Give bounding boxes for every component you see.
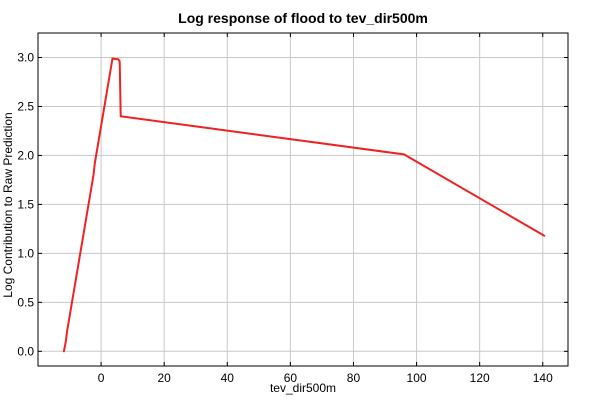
x-tick-label: 0	[98, 371, 105, 385]
chart-title: Log response of flood to tev_dir500m	[178, 10, 428, 26]
x-tick-label: 120	[470, 371, 490, 385]
y-tick-label: 1.5	[17, 197, 34, 211]
x-tick-label: 20	[158, 371, 172, 385]
y-axis-title: Log Contribution to Raw Prediction	[1, 112, 15, 297]
x-tick-label: 40	[221, 371, 235, 385]
x-tick-label: 80	[347, 371, 361, 385]
y-tick-label: 0.5	[17, 295, 34, 309]
series-layer	[62, 57, 546, 353]
x-tick-label: 60	[284, 371, 298, 385]
grid	[38, 33, 568, 366]
axis-ticks: 0 20 40 60 80 100 120 140 0.0 0.5 1.0 1.5 2.0 2.5 3.0	[17, 33, 568, 385]
x-tick-label: 100	[407, 371, 427, 385]
plot-area-frame	[37, 32, 569, 367]
series-line-0	[62, 57, 546, 353]
x-axis-title: tev_dir500m	[270, 381, 336, 395]
y-tick-label: 2.5	[17, 99, 34, 113]
y-tick-label: 3.0	[17, 50, 34, 64]
y-tick-label: 2.0	[17, 148, 34, 162]
x-tick-label: 140	[533, 371, 553, 385]
y-tick-label: 0.0	[17, 344, 34, 358]
y-tick-label: 1.0	[17, 246, 34, 260]
